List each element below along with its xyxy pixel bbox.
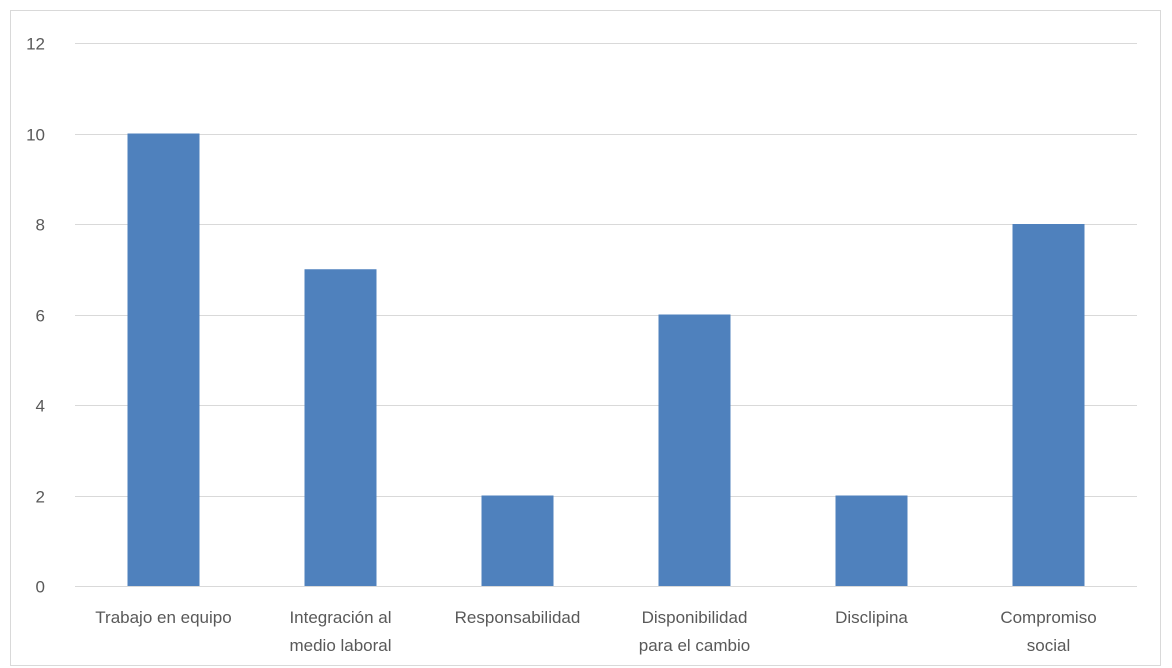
- x-tick-label: Disclipina: [835, 608, 908, 627]
- y-tick-label: 8: [36, 216, 45, 235]
- y-tick-label: 2: [36, 488, 45, 507]
- bars: [127, 133, 1085, 586]
- gridlines: [75, 43, 1137, 587]
- y-tick-label: 12: [26, 35, 45, 54]
- x-tick-label: Integración al medio laboral: [289, 608, 391, 655]
- x-tick-label: Responsabilidad: [455, 608, 581, 627]
- bar-chart: 0 2 4 6 8 10 12 Trabajo en equipo Integración a…: [26, 35, 1137, 655]
- bar: [835, 495, 908, 586]
- chart-frame: 0 2 4 6 8 10 12 Trabajo en equipo Integración a…: [10, 10, 1161, 666]
- bar: [658, 314, 731, 586]
- y-tick-label: 6: [36, 307, 45, 326]
- y-tick-label: 10: [26, 126, 45, 145]
- bar: [1012, 224, 1085, 586]
- y-tick-label: 4: [36, 397, 45, 416]
- x-tick-label: Trabajo en equipo: [95, 608, 231, 627]
- y-axis-ticks: 0 2 4 6 8 10 12: [26, 35, 45, 597]
- x-tick-label: Compromiso social: [1000, 608, 1096, 655]
- bar: [304, 269, 377, 586]
- x-axis-labels: Trabajo en equipo Integración al medio lab…: [95, 608, 1096, 655]
- y-tick-label: 0: [36, 578, 45, 597]
- x-tick-label: Disponibilidad para el cambio: [639, 608, 751, 655]
- bar: [481, 495, 554, 586]
- bar: [127, 133, 200, 586]
